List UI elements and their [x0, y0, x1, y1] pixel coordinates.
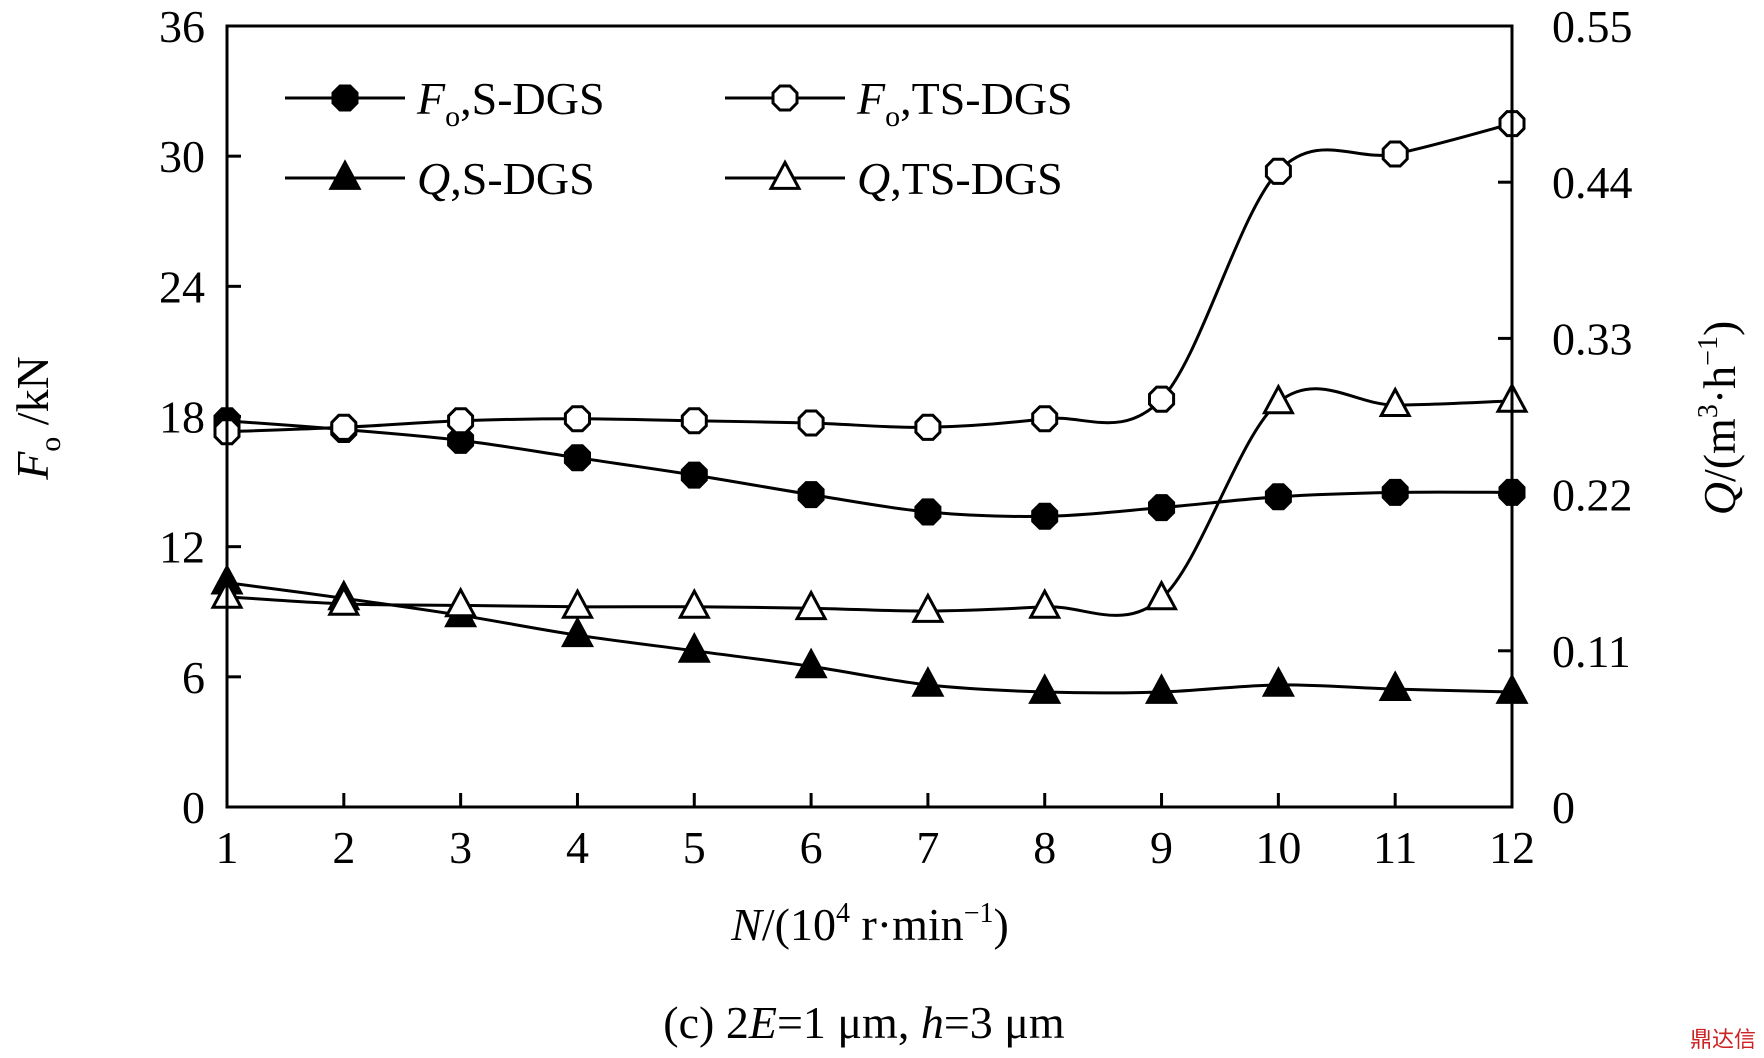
right-axis-title: Q/(m3·h−1) — [1693, 321, 1745, 516]
right-tick-label: 0.22 — [1552, 470, 1633, 521]
left-tick-label: 12 — [159, 522, 205, 573]
legend-marker — [768, 159, 802, 190]
series-3-point — [677, 632, 711, 663]
series-lines — [226, 122, 1513, 695]
x-tick-label: 6 — [800, 822, 823, 873]
legend: Fo,S-DGS Fo,TS-DGS Q,S-DGS Q,TS-DGS — [285, 73, 1073, 204]
series-1-point — [1031, 502, 1059, 530]
left-tick-label: 6 — [182, 652, 205, 703]
series-line-1 — [226, 419, 1513, 518]
right-tick-label: 0.55 — [1552, 1, 1633, 52]
x-axis-title: N/(104 r·min−1) — [730, 898, 1009, 950]
series-1-point — [914, 498, 942, 526]
series-2-point — [914, 413, 942, 441]
left-tick-label: 36 — [159, 1, 205, 52]
x-tick-label: 1 — [216, 822, 239, 873]
x-tick-label: 11 — [1373, 822, 1417, 873]
series-3-point — [911, 666, 945, 697]
left-tick-label: 30 — [159, 131, 205, 182]
series-4-point — [560, 588, 595, 619]
x-tick-label: 10 — [1255, 822, 1301, 873]
series-3-point — [794, 647, 828, 679]
legend-marker — [328, 159, 362, 190]
series-3-point — [1261, 666, 1295, 697]
series-4-point — [1261, 383, 1295, 415]
legend-label: Fo,TS-DGS — [856, 73, 1073, 133]
series-markers — [210, 110, 1529, 704]
plot-frame — [225, 24, 1514, 809]
legend-label: Fo,S-DGS — [416, 73, 605, 133]
series-2-point — [797, 409, 825, 437]
series-4-point — [677, 588, 711, 619]
series-2-point — [1148, 385, 1176, 413]
series-4-point — [911, 592, 945, 623]
x-tick-label: 3 — [449, 822, 472, 873]
series-1-point — [1264, 483, 1292, 511]
series-4-point — [794, 589, 828, 621]
series-2-point — [680, 407, 708, 435]
left-tick-label: 0 — [182, 782, 205, 833]
series-1-point — [1148, 494, 1176, 522]
x-tick-label: 7 — [916, 822, 939, 873]
legend-marker — [331, 84, 359, 112]
legend-label: Q,TS-DGS — [857, 153, 1063, 204]
series-3-point — [1378, 670, 1412, 701]
x-tick-label: 12 — [1489, 822, 1535, 873]
series-2-point — [330, 413, 358, 441]
x-tick-label: 2 — [332, 822, 355, 873]
series-3-point — [1144, 673, 1179, 704]
series-1-point — [563, 444, 591, 472]
series-line-3 — [226, 581, 1513, 695]
legend-marker — [771, 84, 799, 112]
left-tick-label: 24 — [159, 261, 205, 312]
series-3-point — [1028, 673, 1062, 704]
series-1-point — [1381, 478, 1409, 506]
series-4-point — [1378, 386, 1412, 417]
right-tick-label: 0.33 — [1552, 313, 1633, 364]
series-4-point — [1144, 579, 1179, 611]
series-1-point — [680, 461, 708, 489]
series-4-point — [444, 586, 478, 618]
right-tick-label: 0.44 — [1552, 157, 1633, 208]
watermark: 鼎达信 — [1689, 1028, 1756, 1053]
series-2-point — [447, 407, 475, 435]
right-tick-label: 0.11 — [1552, 626, 1631, 677]
x-tick-label: 9 — [1150, 822, 1173, 873]
series-2-point — [1381, 140, 1409, 168]
figure-caption: (c) 2E=1 μm, h=3 μm — [663, 997, 1065, 1048]
series-4-point — [327, 585, 361, 616]
series-4-point — [1028, 588, 1062, 619]
left-axis-ticks: 0 6 12 18 24 30 36 — [159, 1, 241, 833]
series-3-point — [560, 616, 595, 648]
right-tick-label: 0 — [1552, 782, 1575, 833]
series-2-point — [1031, 405, 1059, 433]
x-axis-ticks: 1 2 3 4 5 6 7 8 9 10 11 12 — [216, 793, 1535, 873]
x-tick-label: 8 — [1033, 822, 1056, 873]
right-axis-ticks: 0 0.11 0.22 0.33 0.44 0.55 — [1498, 1, 1633, 833]
series-1-point — [447, 426, 475, 454]
x-tick-label: 5 — [683, 822, 706, 873]
legend-label: Q,S-DGS — [417, 153, 595, 204]
series-2-point — [1264, 157, 1292, 185]
series-1-point — [797, 481, 825, 509]
left-axis-title: Fo /kN — [7, 356, 67, 481]
left-tick-label: 18 — [159, 392, 205, 443]
x-tick-label: 4 — [566, 822, 589, 873]
series-2-point — [563, 405, 591, 433]
